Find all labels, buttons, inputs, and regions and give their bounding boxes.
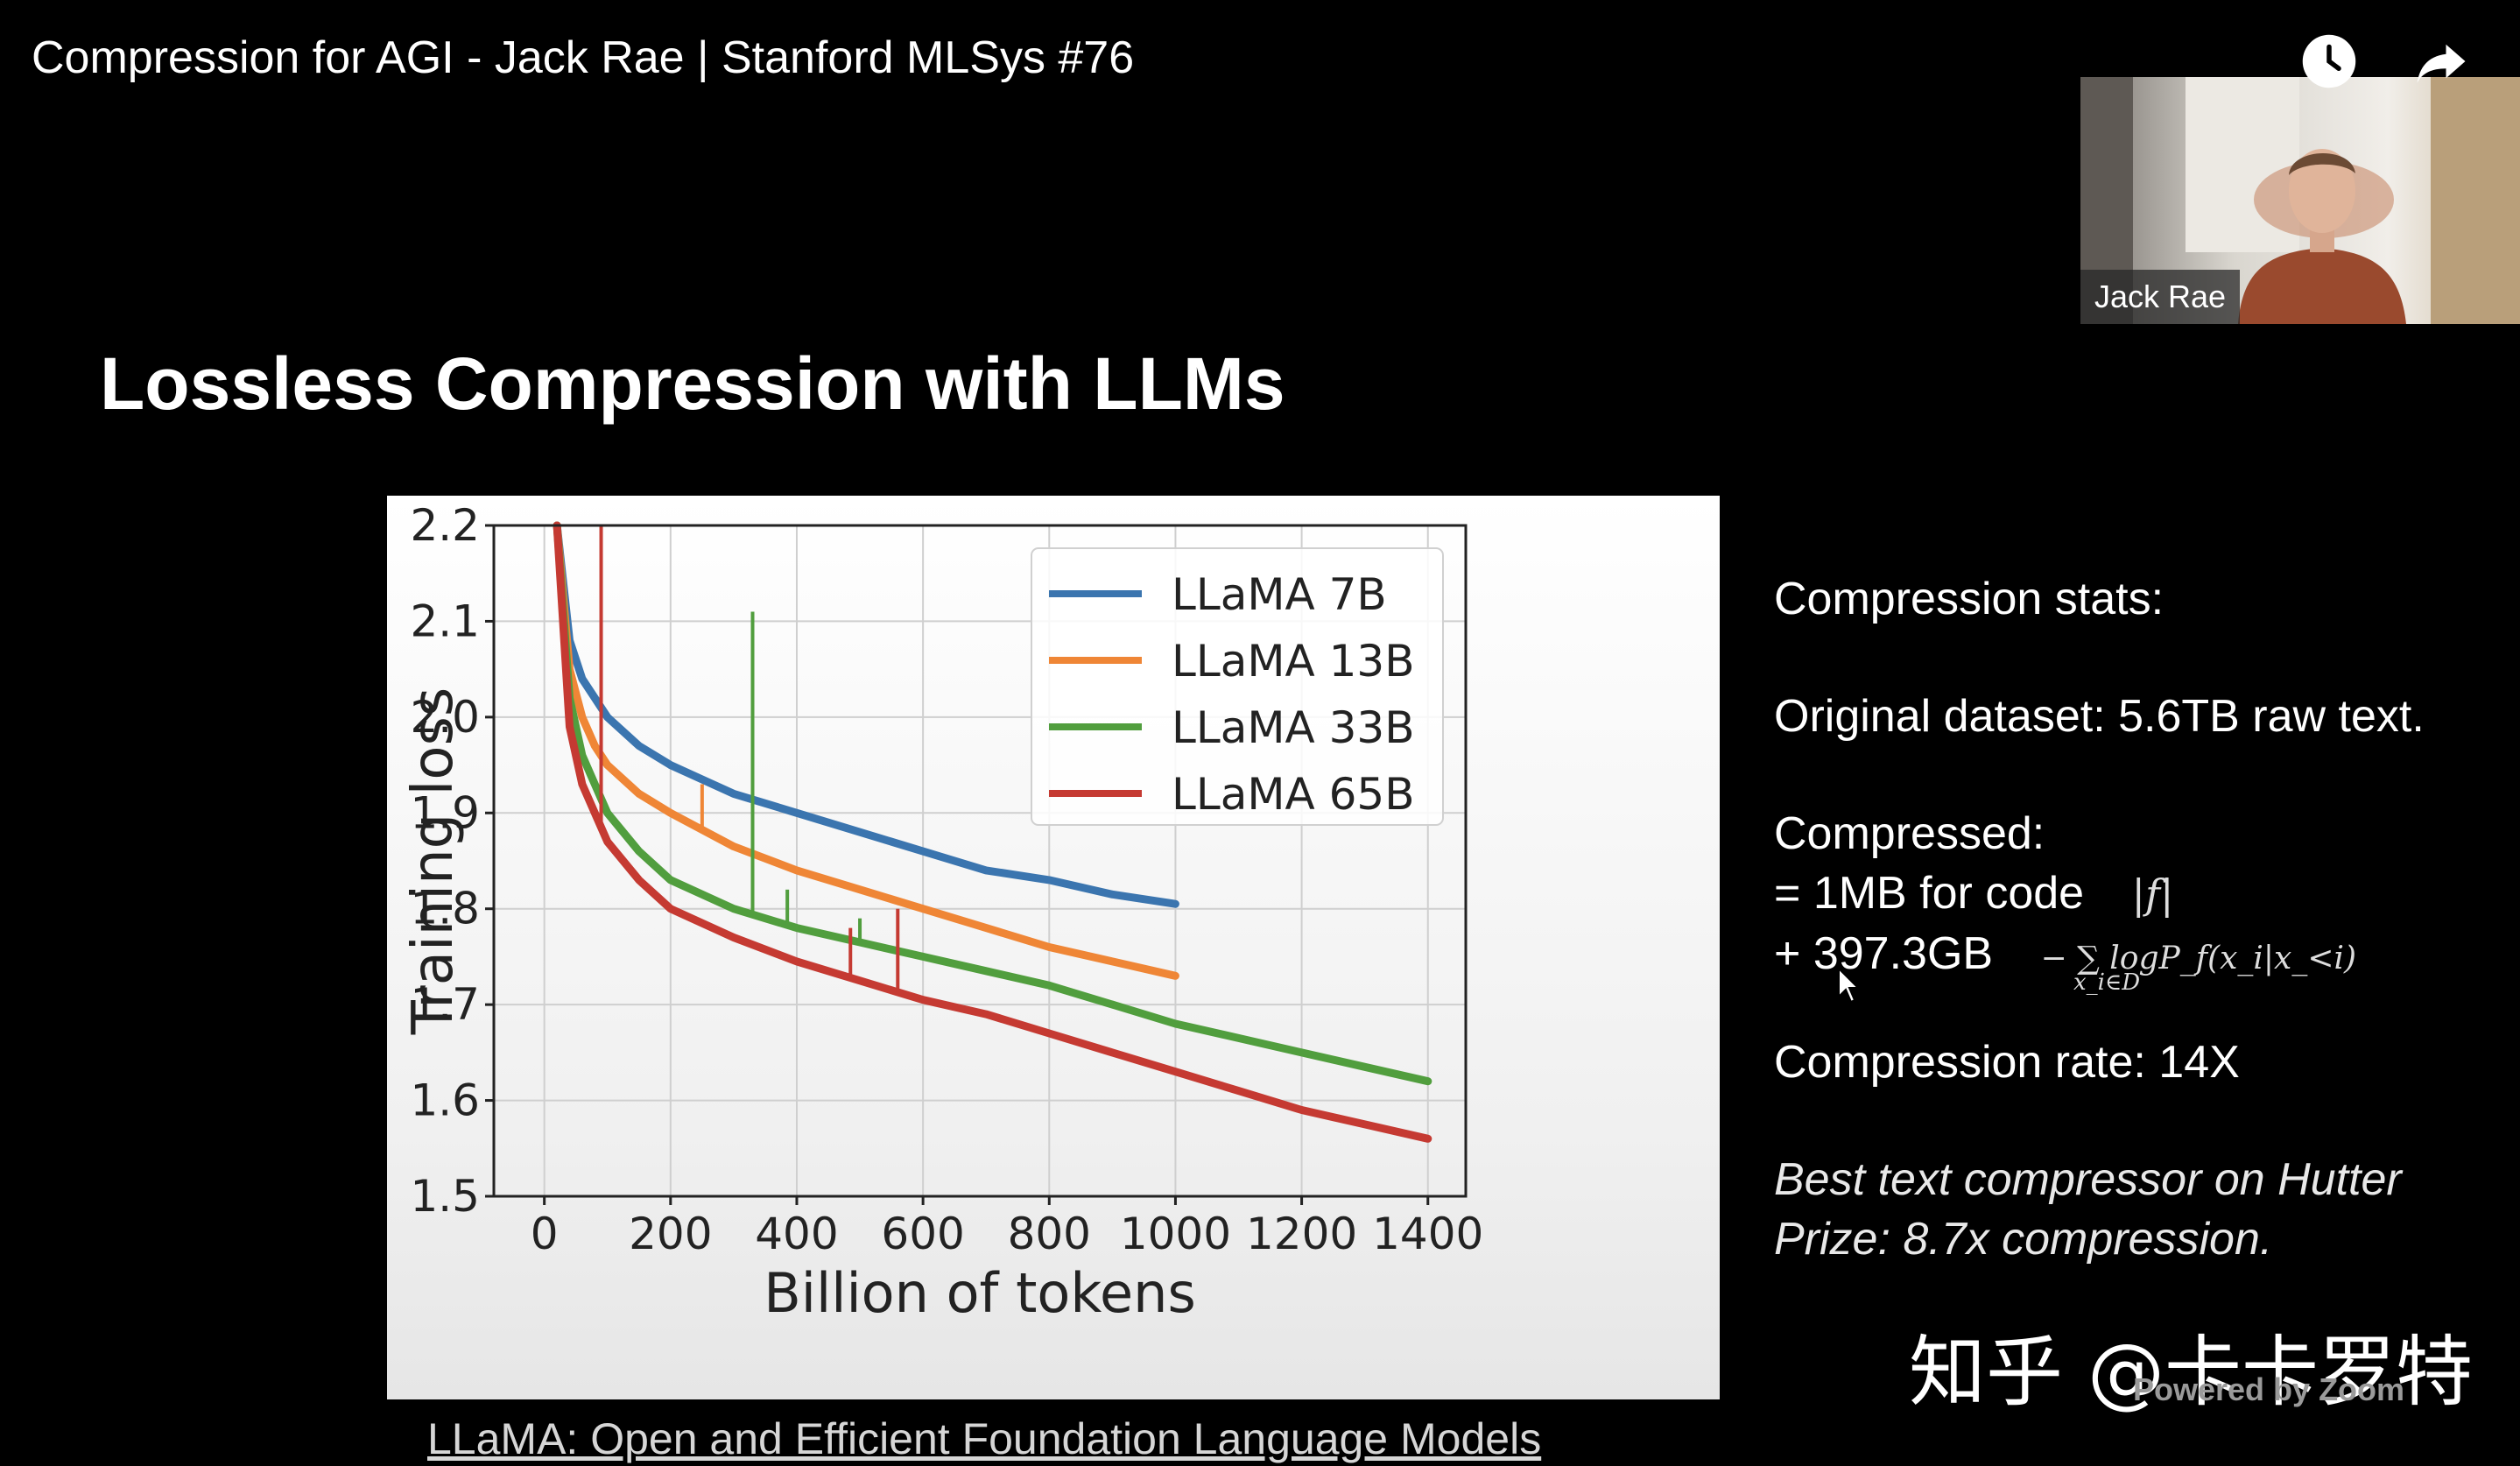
compression-stats: Compression stats: Original dataset: 5.6… (1774, 569, 2492, 1327)
x-tick-label: 1000 (1120, 1209, 1231, 1259)
stats-compressed-label: Compressed: (1774, 808, 2045, 859)
presenter-video-frame (2080, 77, 2520, 324)
log-likelihood-formula-subscript: x_i∈D (2073, 969, 2141, 996)
legend-label: LLaMA 33B (1172, 702, 1415, 753)
x-axis-label: Billion of tokens (764, 1261, 1196, 1325)
presenter-name: Jack Rae (2080, 270, 2241, 324)
legend-label: LLaMA 7B (1172, 569, 1387, 620)
slide-title: Lossless Compression with LLMs (100, 342, 1285, 425)
x-tick-label: 1200 (1246, 1209, 1357, 1259)
watch-later-button[interactable] (2294, 26, 2364, 96)
code-size-formula: |f| (2131, 870, 2174, 918)
log-likelihood-formula: − ∑ logP_f(x_i|x_<i) (2040, 941, 2357, 976)
video-title[interactable]: Compression for AGI - Jack Rae | Stanfor… (32, 32, 1135, 83)
zhihu-watermark: 知乎 @卡卡罗特 (1909, 1327, 2473, 1417)
stats-original-dataset: Original dataset: 5.6TB raw text. (1774, 691, 2425, 742)
share-arrow-icon (2417, 44, 2466, 83)
presenter-video-tile[interactable]: Jack Rae (2080, 77, 2520, 324)
x-tick-label: 1400 (1372, 1209, 1483, 1259)
paper-citation-link[interactable]: LLaMA: Open and Efficient Foundation Lan… (427, 1414, 1542, 1463)
y-tick-label: 2.1 (410, 596, 480, 646)
clock-icon (2302, 34, 2356, 88)
stats-data-line: + 397.3GB (1774, 928, 1994, 979)
series-line-llama-65b (553, 521, 1432, 1143)
training-loss-chart: 0 200 400 600 800 1000 1200 1400 1.5 1.6 1.7 1.8 1.9… (401, 500, 1483, 1325)
share-button[interactable] (2406, 26, 2476, 96)
y-tick-label: 1.6 (410, 1075, 480, 1126)
x-tick-label: 600 (881, 1209, 964, 1259)
legend-box (1031, 547, 1444, 826)
x-tick-label: 800 (1008, 1209, 1091, 1259)
x-tick-label: 200 (629, 1209, 712, 1259)
series-line-llama-7b (553, 521, 1179, 908)
stats-hutter-prize-note: Best text compressor on Hutter Prize: 8.… (1774, 1150, 2492, 1269)
y-tick-label: 1.7 (410, 979, 480, 1030)
y-tick-label: 2.0 (410, 692, 480, 743)
stats-heading: Compression stats: (1774, 574, 2165, 624)
stats-data-row: + 397.3GB − ∑ logP_f(x_i|x_<i) x_i∈D (1774, 924, 2492, 996)
legend-label: LLaMA 13B (1172, 636, 1415, 687)
series-line-llama-13b (553, 521, 1179, 980)
powered-by-zoom-label: Powered by Zoom (2133, 1371, 2405, 1407)
training-loss-chart-panel: 0 200 400 600 800 1000 1200 1400 1.5 1.6 1.7 1.8 1.9… (387, 496, 1720, 1399)
y-axis-label: Training loss (401, 687, 466, 1036)
y-tick-label: 1.5 (410, 1171, 480, 1222)
stats-code-line: = 1MB for code (1774, 868, 2085, 919)
stats-code-row: = 1MB for code |f| (1774, 863, 2492, 924)
x-tick-label: 400 (755, 1209, 838, 1259)
mouse-cursor-icon (1838, 967, 1861, 1004)
x-tick-label: 0 (531, 1209, 559, 1259)
plot-frame (492, 524, 1468, 1198)
stats-compressed-block: Compressed: = 1MB for code |f| + 397.3GB… (1774, 804, 2492, 996)
legend-label: LLaMA 65B (1172, 769, 1415, 820)
y-tick-label: 1.8 (410, 884, 480, 934)
hutter-line-2: Prize: 8.7x compression. (1774, 1214, 2273, 1265)
hutter-line-1: Best text compressor on Hutter (1774, 1154, 2402, 1205)
y-tick-label: 2.2 (410, 500, 480, 551)
y-tick-label: 1.9 (410, 787, 480, 838)
stats-compression-rate: Compression rate: 14X (1774, 1037, 2240, 1088)
video-top-controls (2294, 26, 2476, 96)
